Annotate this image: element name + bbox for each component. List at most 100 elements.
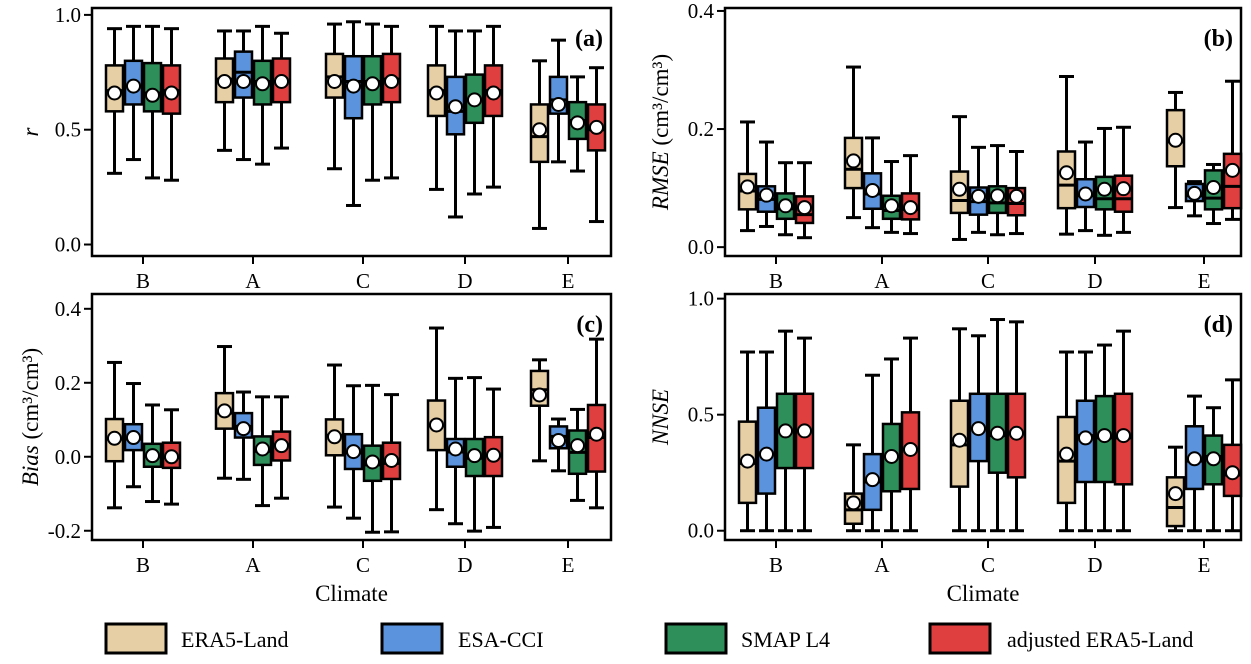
box-smap-l4 (567, 75, 588, 173)
mean-marker (1168, 132, 1183, 148)
mean-marker (217, 403, 232, 419)
mean-marker (990, 425, 1005, 441)
box-adjusted-era5-land (1113, 329, 1134, 533)
panel-label: (c) (576, 312, 603, 338)
x-tick-label: A (245, 553, 261, 577)
mean-marker (759, 446, 774, 462)
mean-marker (1116, 181, 1131, 197)
y-tick-label: 0.0 (55, 445, 81, 469)
mean-marker (107, 430, 122, 446)
mean-marker (1009, 188, 1024, 204)
y-tick-label: 1.0 (688, 287, 714, 311)
mean-marker (327, 73, 342, 89)
box-era5-land (1056, 350, 1077, 533)
x-tick-label: C (981, 553, 995, 577)
mean-marker (164, 449, 179, 465)
y-axis-title-symbol: Bias (18, 445, 43, 486)
mean-marker (570, 115, 585, 131)
box-era5-land (1165, 90, 1186, 210)
box-esa-cci (968, 145, 989, 234)
box-iqr (1165, 476, 1186, 528)
box-esa-cci (1184, 180, 1205, 218)
y-tick-label: 0.2 (688, 117, 714, 141)
box-smap-l4 (142, 403, 163, 504)
mean-marker (865, 472, 880, 488)
box-esa-cci (968, 334, 989, 533)
box-esa-cci (445, 29, 466, 219)
mean-marker (740, 179, 755, 195)
mean-marker (990, 188, 1005, 204)
box-adjusted-era5-land (586, 66, 607, 224)
mean-marker (1187, 185, 1202, 201)
mean-marker (589, 119, 604, 135)
box-esa-cci (343, 20, 364, 207)
box-iqr (1222, 152, 1243, 210)
x-tick-label: C (356, 553, 370, 577)
mean-marker (1225, 465, 1240, 481)
mean-marker (570, 438, 585, 454)
box-adjusted-era5-land (1113, 125, 1134, 234)
box-era5-land (737, 350, 758, 533)
legend-label-esa-cci: ESA-CCI (458, 627, 544, 652)
y-tick-label: 0.2 (55, 371, 81, 395)
x-tick-label: A (874, 269, 890, 293)
y-axis-title: Bias (cm³/cm³) (18, 348, 43, 486)
box-era5-land (104, 360, 125, 510)
mean-marker (384, 452, 399, 468)
mean-marker (884, 448, 899, 464)
x-tick-label: D (457, 553, 472, 577)
box-era5-land (426, 24, 447, 191)
box-iqr (142, 61, 163, 113)
y-tick-label: -0.2 (48, 519, 81, 543)
plot-frame (723, 292, 1243, 542)
x-tick-label: D (1087, 553, 1102, 577)
legend-label-adjusted-era5-land: adjusted ERA5-Land (1007, 627, 1193, 652)
panel-label: (d) (1204, 312, 1233, 338)
box-smap-l4 (567, 407, 588, 502)
box-esa-cci (548, 38, 569, 164)
x-tick-label: C (356, 269, 370, 293)
box-smap-l4 (362, 383, 383, 534)
box-esa-cci (233, 390, 254, 481)
mean-marker (1225, 162, 1240, 178)
mean-marker (429, 417, 444, 433)
mean-marker (1078, 430, 1093, 446)
box-era5-land (843, 65, 864, 220)
plot-frame (723, 6, 1243, 258)
mean-marker (1059, 165, 1074, 181)
box-esa-cci (233, 29, 254, 162)
box-adjusted-era5-land (483, 387, 504, 529)
mean-marker (255, 76, 270, 92)
mean-marker (759, 187, 774, 203)
x-tick-label: A (245, 269, 261, 293)
box-era5-land (214, 29, 235, 152)
mean-marker (952, 432, 967, 448)
box-adjusted-era5-land (1222, 79, 1243, 221)
y-axis-title: RMSE (cm³/cm³) (648, 54, 673, 211)
y-axis-title: NNSE (648, 389, 673, 446)
panel-a: 0.0 0.5 1.0 B A C D Er (a) (18, 3, 613, 293)
y-tick-label: 1.0 (55, 3, 81, 27)
box-esa-cci (445, 376, 466, 526)
box-esa-cci (756, 350, 777, 533)
box-smap-l4 (1203, 406, 1224, 533)
box-esa-cci (123, 24, 144, 162)
mean-marker (448, 99, 463, 115)
mean-marker (274, 73, 289, 89)
x-tick-label: B (136, 269, 150, 293)
mean-marker (217, 73, 232, 89)
box-era5-land (529, 358, 550, 463)
mean-marker (448, 441, 463, 457)
mean-marker (126, 78, 141, 94)
y-tick-label: 0.4 (55, 297, 82, 321)
box-era5-land (949, 327, 970, 533)
box-era5-land (214, 345, 235, 480)
box-era5-land (949, 115, 970, 241)
legend-swatch-era5-land (104, 622, 168, 655)
mean-marker (467, 448, 482, 464)
box-era5-land (104, 27, 125, 175)
box-era5-land (1056, 74, 1077, 236)
legend-label-era5-land: ERA5-Land (181, 627, 289, 652)
